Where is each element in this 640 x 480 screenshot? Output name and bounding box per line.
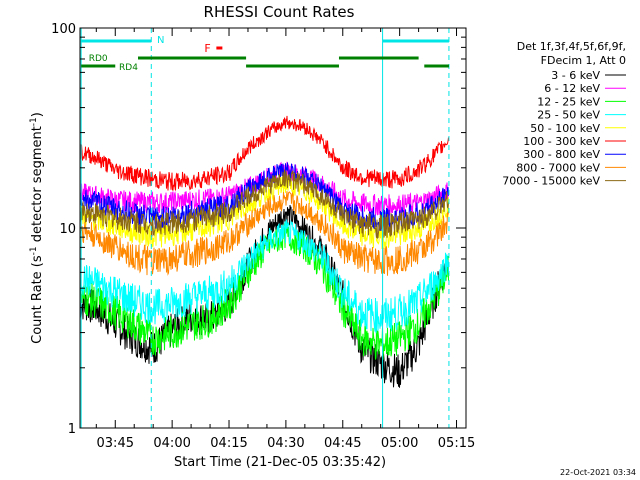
legend-entry-label: 25 - 50 keV xyxy=(537,109,600,122)
legend-entry-label: 800 - 7000 keV xyxy=(516,161,600,174)
x-tick-label: 04:45 xyxy=(324,436,361,451)
decimation-flag-label: RD4 xyxy=(119,63,138,73)
legend-entry-label: 7000 - 15000 keV xyxy=(502,175,600,188)
x-axis-title: Start Time (21-Dec-05 03:35:42) xyxy=(174,455,386,470)
legend-entry-label: 12 - 25 keV xyxy=(537,95,600,108)
chart-title: RHESSI Count Rates xyxy=(204,3,355,21)
y-tick-label: 10 xyxy=(59,222,76,237)
series-layer xyxy=(79,115,449,388)
legend: Det 1f,3f,4f,5f,6f,9f, FDecim 1, Att 0 3… xyxy=(502,40,626,188)
legend-entry-label: 3 - 6 keV xyxy=(551,69,600,82)
x-tick-label: 04:00 xyxy=(153,436,190,451)
y-axis-title-superscript-1: -1 xyxy=(29,246,39,255)
y-axis-title-part-2: detector segment xyxy=(30,126,45,246)
y-axis: 1 10 100 xyxy=(51,22,466,437)
y-tick-label: 100 xyxy=(51,22,76,37)
y-axis-title-part-3: ) xyxy=(30,112,45,117)
saa-flag-label: N xyxy=(157,35,164,46)
y-axis-title-superscript-2: -1 xyxy=(29,117,39,126)
x-tick-label: 04:30 xyxy=(267,436,304,451)
legend-entry-label: 300 - 800 keV xyxy=(523,148,600,161)
attenuator-flag-label: F xyxy=(204,42,210,55)
x-tick-label: 03:45 xyxy=(97,436,134,451)
x-tick-label: 05:15 xyxy=(438,436,475,451)
series-line-5 xyxy=(79,115,449,191)
y-axis-title-part-1: Count Rate (s xyxy=(30,255,45,344)
legend-entry-label: 100 - 300 keV xyxy=(523,135,600,148)
series-line-3 xyxy=(79,219,449,334)
y-tick-label: 1 xyxy=(68,422,76,437)
series-line-8 xyxy=(79,169,449,240)
series-line-7 xyxy=(79,191,449,276)
x-tick-label: 04:15 xyxy=(210,436,247,451)
y-axis-title: Count Rate (s-1 detector segment-1) xyxy=(29,112,45,344)
timestamp: 22-Oct-2021 03:34 xyxy=(560,468,636,477)
x-tick-label: 05:00 xyxy=(381,436,418,451)
decimation-flag-label: RD0 xyxy=(89,54,108,64)
legend-entry-label: 6 - 12 keV xyxy=(544,82,600,95)
legend-entry-label: 50 - 100 keV xyxy=(530,122,600,135)
series-line-2 xyxy=(79,223,449,360)
x-axis: 03:45 04:00 04:15 04:30 04:45 05:00 05:15 xyxy=(95,28,475,451)
legend-header-line-1: Det 1f,3f,4f,5f,6f,9f, xyxy=(517,40,626,53)
legend-header-line-2: FDecim 1, Att 0 xyxy=(541,54,626,67)
